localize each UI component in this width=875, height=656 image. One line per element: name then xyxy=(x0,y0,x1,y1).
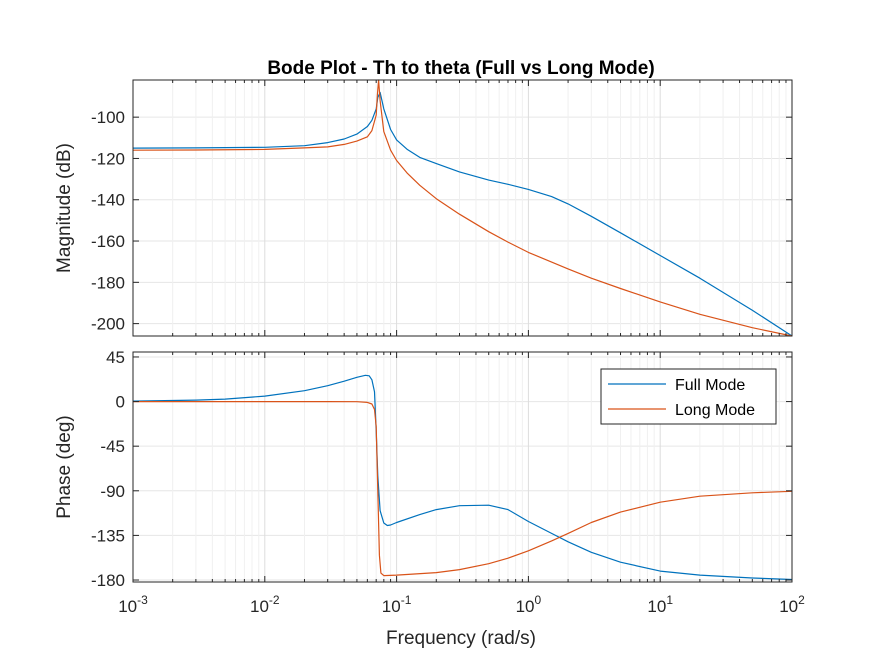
legend-label-long-mode: Long Mode xyxy=(675,402,755,419)
x-tick-label: 102 xyxy=(779,593,805,616)
magnitude-y-axis-label: Magnitude (dB) xyxy=(54,143,75,273)
x-tick-label: 101 xyxy=(647,593,673,616)
magnitude-y-tick-label: -180 xyxy=(91,273,125,292)
legend-box xyxy=(600,368,777,425)
x-tick-label: 10-2 xyxy=(250,593,280,616)
x-axis-label: Frequency (rad/s) xyxy=(386,628,536,649)
x-tick-labels: 10-3 10-2 10-1 100 101 102 xyxy=(118,593,805,616)
magnitude-y-tick-label: -100 xyxy=(91,108,125,127)
magnitude-y-tick-label: -200 xyxy=(91,315,125,334)
phase-y-tick-label: 0 xyxy=(116,393,125,412)
phase-series-full-mode xyxy=(132,374,793,581)
x-tick-label-base: 10 xyxy=(516,597,535,616)
x-tick-label-base: 10 xyxy=(779,597,798,616)
x-tick-label-exponent: -1 xyxy=(401,593,412,607)
x-tick-label: 10-1 xyxy=(382,593,412,616)
x-tick-label: 10-3 xyxy=(118,593,148,616)
phase-ticks xyxy=(132,352,793,582)
phase-axes-box xyxy=(132,351,793,583)
magnitude-lines xyxy=(132,79,793,337)
magnitude-series-long-mode xyxy=(132,79,793,337)
phase-y-tick-label: 45 xyxy=(106,348,125,367)
phase-y-tick-label: -45 xyxy=(100,437,125,456)
legend-label-full-mode: Full Mode xyxy=(675,377,745,394)
phase-y-tick-label: -180 xyxy=(91,571,125,590)
x-tick-label-base: 10 xyxy=(250,597,269,616)
x-tick-label-exponent: 1 xyxy=(666,593,673,607)
magnitude-y-tick-label: -140 xyxy=(91,191,125,210)
phase-y-axis-label: Phase (deg) xyxy=(54,415,75,519)
magnitude-y-tick-label: -120 xyxy=(91,149,125,168)
x-tick-label-exponent: 2 xyxy=(798,593,805,607)
x-tick-label-base: 10 xyxy=(647,597,666,616)
magnitude-series-full-mode xyxy=(132,91,793,337)
x-tick-label-exponent: -2 xyxy=(269,593,280,607)
magnitude-ticks xyxy=(132,80,793,336)
legend: Full Mode Long Mode xyxy=(600,368,777,425)
phase-lines xyxy=(132,374,793,581)
magnitude-grid xyxy=(132,80,793,336)
magnitude-panel: -100 -120 -140 -160 -180 -200 Magnitude (dB) xyxy=(54,79,793,337)
phase-y-tick-labels: 45 0 -45 -90 -135 -180 xyxy=(91,348,125,590)
x-tick-label-exponent: -3 xyxy=(137,593,148,607)
phase-series-long-mode xyxy=(133,401,793,577)
magnitude-y-tick-labels: -100 -120 -140 -160 -180 -200 xyxy=(91,108,125,333)
x-tick-label-exponent: 0 xyxy=(535,593,542,607)
chart-title: Bode Plot - Th to theta (Full vs Long Mo… xyxy=(267,58,654,79)
phase-y-tick-label: -90 xyxy=(100,482,125,501)
magnitude-y-tick-label: -160 xyxy=(91,232,125,251)
phase-y-tick-label: -135 xyxy=(91,526,125,545)
phase-panel: 450-45-90-135-180 Phase (deg) 10-3 10-2 10… xyxy=(54,348,805,649)
magnitude-axes-box xyxy=(132,79,793,337)
x-tick-label-base: 10 xyxy=(382,597,401,616)
x-tick-label: 100 xyxy=(516,593,542,616)
x-tick-label-base: 10 xyxy=(118,597,137,616)
